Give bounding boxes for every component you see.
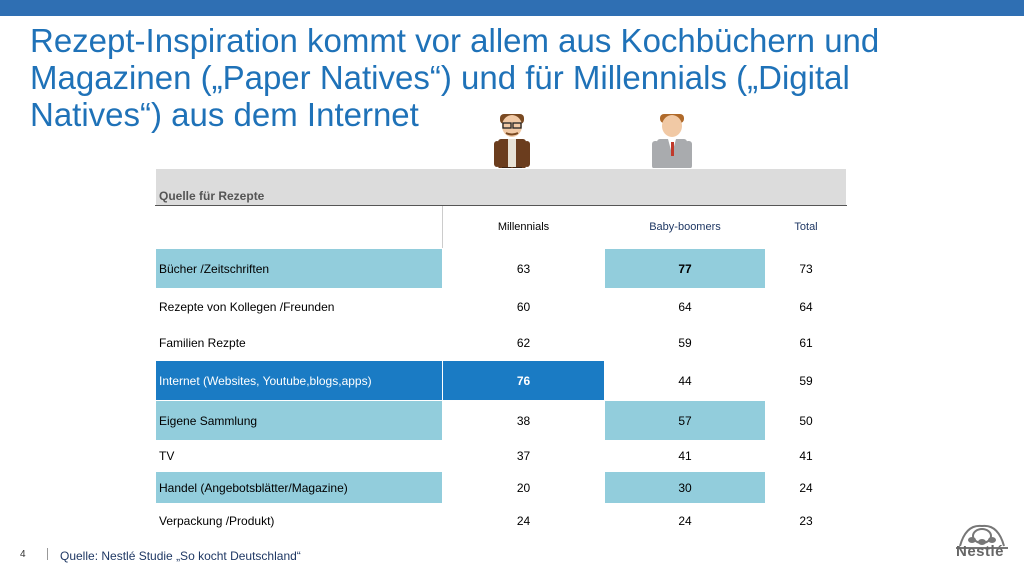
cell-total: 73	[764, 248, 848, 289]
cell-baby-boomers: 24	[604, 503, 766, 538]
row-label: Internet (Websites, Youtube,blogs,apps)	[155, 360, 443, 401]
cell-millennials: 24	[442, 503, 605, 538]
table-header-row: Quelle für Rezepte	[154, 168, 848, 206]
table-row: Handel (Angebotsblätter/Magazine) 20 30 …	[155, 471, 848, 504]
cell-total: 23	[764, 503, 848, 538]
cell-total: 61	[764, 324, 848, 361]
table-row: Verpackung /Produkt) 24 24 23	[155, 503, 848, 538]
row-label: TV	[155, 440, 443, 472]
row-label: Eigene Sammlung	[155, 400, 443, 441]
row-label: Familien Rezpte	[155, 324, 443, 361]
empty-header-cell	[155, 205, 443, 249]
cell-millennials: 60	[442, 288, 605, 325]
column-header-baby-boomers: Baby-boomers	[604, 205, 766, 249]
table-row: Familien Rezpte 62 59 61	[155, 324, 848, 361]
nestle-logo-icon	[956, 524, 1008, 549]
cell-millennials: 37	[442, 440, 605, 472]
cell-baby-boomers: 30	[604, 471, 766, 504]
cell-total: 64	[764, 288, 848, 325]
cell-total: 24	[764, 471, 848, 504]
column-header-total: Total	[764, 205, 848, 249]
slide-title: Rezept-Inspiration kommt vor allem aus K…	[30, 22, 880, 133]
page-number: 4	[20, 549, 26, 560]
cell-millennials: 63	[442, 248, 605, 289]
cell-millennials: 38	[442, 400, 605, 441]
cell-baby-boomers: 41	[604, 440, 766, 472]
cell-millennials: 20	[442, 471, 605, 504]
cell-total: 41	[764, 440, 848, 472]
top-band	[0, 0, 1024, 16]
table-row: Eigene Sammlung 38 57 50	[155, 400, 848, 441]
cell-total: 59	[764, 360, 848, 401]
cell-baby-boomers: 57	[604, 400, 766, 441]
footer-divider	[47, 548, 48, 560]
column-header-row: Millennials Baby-boomers Total	[155, 205, 848, 249]
recipe-source-table: Quelle für Rezepte Millennials Baby-boom…	[154, 168, 848, 538]
cell-baby-boomers: 77	[604, 248, 766, 289]
cell-baby-boomers: 64	[604, 288, 766, 325]
row-label: Verpackung /Produkt)	[155, 503, 443, 538]
cell-millennials: 76	[442, 360, 605, 401]
cell-total: 50	[764, 400, 848, 441]
row-label: Handel (Angebotsblätter/Magazine)	[155, 471, 443, 504]
column-header-millennials: Millennials	[442, 205, 605, 249]
cell-baby-boomers: 59	[604, 324, 766, 361]
cell-baby-boomers: 44	[604, 360, 766, 401]
table-header: Quelle für Rezepte	[154, 168, 848, 206]
table-row: Bücher /Zeitschriften 63 77 73	[155, 248, 848, 289]
nestle-logo-text: Nestlé	[956, 543, 1005, 560]
cell-millennials: 62	[442, 324, 605, 361]
table-row: Rezepte von Kollegen /Freunden 60 64 64	[155, 288, 848, 325]
source-note: Quelle: Nestlé Studie „So kocht Deutschl…	[60, 549, 301, 563]
row-label: Bücher /Zeitschriften	[155, 248, 443, 289]
row-label: Rezepte von Kollegen /Freunden	[155, 288, 443, 325]
table-row: TV 37 41 41	[155, 440, 848, 472]
table-row: Internet (Websites, Youtube,blogs,apps) …	[155, 360, 848, 401]
